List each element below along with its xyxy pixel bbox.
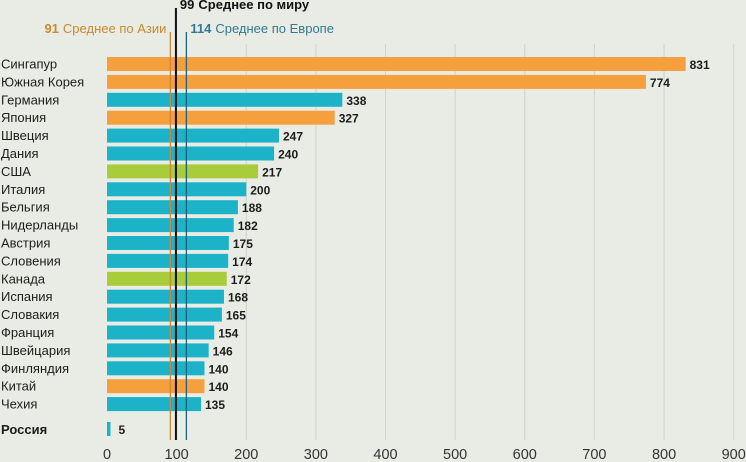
x-tick-label-300: 300 [304, 447, 328, 462]
world-average-label: 99 Среднее по миру [180, 0, 310, 12]
value-label: 165 [226, 309, 246, 323]
category-label: Швейцария [1, 343, 70, 358]
bar-1 [107, 57, 686, 71]
category-label: Китай [1, 379, 36, 394]
value-label: 174 [232, 255, 252, 269]
bar-5 [107, 128, 279, 143]
value-label: 200 [250, 183, 270, 197]
world-average-text: Среднее по миру [198, 0, 310, 12]
category-label: Сингапур [1, 57, 57, 72]
x-tick-label-600: 600 [513, 447, 537, 462]
europe-average-number: 114 [190, 21, 212, 36]
value-label: 831 [690, 58, 710, 72]
asia-average-text: Среднее по Азии [63, 21, 166, 36]
bar-4 [107, 110, 335, 125]
value-label: 338 [346, 94, 366, 108]
bar-6 [107, 146, 275, 161]
category-label: Австрия [1, 236, 50, 251]
bar-17 [107, 343, 209, 358]
bar-3 [107, 92, 343, 107]
value-label: 146 [213, 344, 233, 358]
europe-average-label: 114 Среднее по Европе [190, 21, 334, 36]
reference-lines: 91 Среднее по Азии 99 Среднее по миру 114 Сре… [44, 0, 334, 440]
x-tick-label-100: 100 [165, 447, 189, 462]
category-label: Южная Корея [1, 74, 84, 89]
bar-13 [107, 271, 227, 286]
world-average-number: 99 [180, 0, 194, 12]
bar-16 [107, 325, 215, 340]
category-label: Нидерланды [1, 218, 78, 233]
value-label: 172 [231, 273, 251, 287]
bar-2 [107, 74, 646, 89]
value-label: 175 [233, 237, 253, 251]
value-label: 135 [205, 398, 225, 412]
category-label-russia: Россия [1, 422, 47, 437]
bar-19 [107, 379, 205, 394]
value-label: 182 [238, 219, 258, 233]
bar-11 [107, 236, 229, 250]
category-label: Финляндия [1, 361, 69, 376]
category-label: Испания [1, 289, 53, 304]
category-labels: Сингапур Южная Корея Германия Япония Швеция Д… [1, 57, 84, 438]
bar-14 [107, 289, 224, 304]
category-label: Франция [1, 325, 54, 340]
value-label: 217 [262, 165, 282, 179]
value-label: 140 [208, 380, 228, 394]
x-axis-ticks: 0 100 200 300 400 500 600 700 800 900 [103, 447, 746, 462]
category-label: США [1, 164, 31, 179]
asia-average-label: 91 Среднее по Азии [44, 21, 166, 36]
x-tick-label-700: 700 [582, 447, 606, 462]
category-label: Словения [1, 253, 61, 268]
bar-7 [107, 164, 259, 179]
asia-average-number: 91 [44, 21, 58, 36]
bar-12 [107, 253, 229, 268]
bar-18 [107, 361, 205, 376]
category-label: Бельгия [1, 200, 50, 215]
value-label: 240 [278, 148, 298, 162]
x-tick-label-200: 200 [234, 447, 258, 462]
category-label: Швеция [1, 128, 49, 143]
bar-15 [107, 307, 222, 322]
europe-average-text: Среднее по Европе [215, 21, 334, 36]
category-label: Италия [1, 182, 45, 197]
x-tick-label-800: 800 [652, 447, 676, 462]
x-tick-label-0: 0 [103, 447, 111, 462]
bar-9 [107, 200, 238, 215]
x-tick-label-500: 500 [443, 447, 467, 462]
bar-russia [107, 422, 111, 436]
category-label: Словакия [1, 307, 59, 322]
value-label: 188 [242, 201, 262, 215]
category-label: Дания [1, 146, 39, 161]
value-label: 774 [650, 76, 670, 90]
value-label: 140 [208, 362, 228, 376]
value-label: 327 [339, 112, 359, 126]
category-label: Чехия [1, 397, 37, 412]
value-labels: 831 774 338 327 247 240 217 200 188 182 175 174 172 1… [118, 58, 709, 437]
bars [107, 57, 686, 436]
value-label: 154 [218, 327, 238, 341]
category-label: Япония [1, 110, 46, 125]
gridlines [176, 44, 735, 440]
value-label-russia: 5 [118, 423, 125, 437]
x-tick-label-400: 400 [373, 447, 397, 462]
x-tick-label-900: 900 [722, 447, 746, 462]
value-label: 247 [283, 130, 303, 144]
category-label: Канада [1, 271, 46, 286]
bar-20 [107, 397, 202, 412]
value-label: 168 [228, 291, 248, 305]
category-label: Германия [1, 92, 59, 107]
